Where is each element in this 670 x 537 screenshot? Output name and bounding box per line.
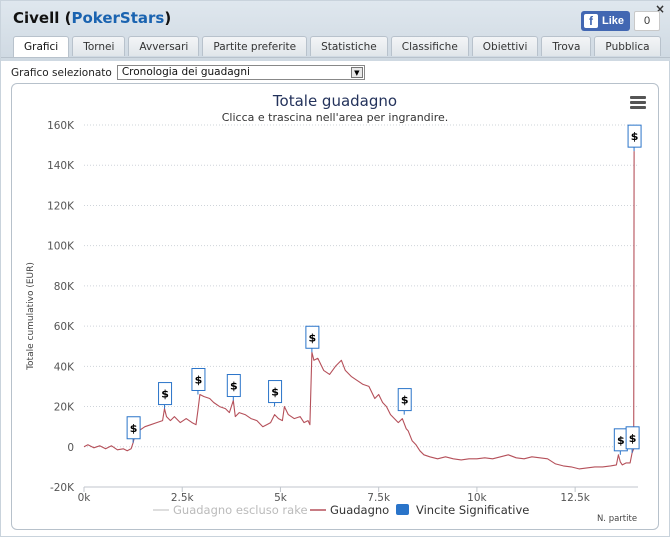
legend-item[interactable]: Vincite Significative xyxy=(396,503,529,517)
title-bar: Civell (PokerStars) × f Like 0 Grafici T… xyxy=(1,1,670,61)
tab-statistiche[interactable]: Statistiche xyxy=(310,36,388,56)
flag-label: $ xyxy=(309,331,317,344)
y-tick-label: 20K xyxy=(54,402,75,414)
flag-box xyxy=(126,416,141,440)
chart-title: Totale guadagno xyxy=(272,92,397,110)
facebook-like-button[interactable]: f Like xyxy=(581,11,631,31)
flag-label: $ xyxy=(161,388,169,401)
x-tick-label: 2.5k xyxy=(171,492,195,504)
flag-box xyxy=(268,380,283,404)
plot-area xyxy=(83,151,635,470)
chart-type-select[interactable]: Cronologia dei guadagni ▼ xyxy=(116,65,365,80)
profit-chart[interactable]: Totale guadagno Clicca e trascina nell'a… xyxy=(12,84,658,529)
y-axis: -20K 0 20K 40K 60K 80K 100K 120K 140K 160K xyxy=(47,120,75,494)
tab-tornei[interactable]: Tornei xyxy=(72,36,126,56)
significant-win-flag: $ xyxy=(191,367,206,395)
tab-trova[interactable]: Trova xyxy=(541,36,592,56)
significant-wins-flags: $ $ $ $ $ $ $ $ $ $ xyxy=(126,124,642,455)
flag-box xyxy=(397,388,412,412)
close-icon[interactable]: × xyxy=(654,2,665,16)
facebook-logo-icon: f xyxy=(584,14,598,28)
tab-divider xyxy=(1,57,670,58)
y-axis-label: Totale cumulativo (EUR) xyxy=(26,262,36,371)
window-title: Civell (PokerStars) xyxy=(13,9,172,27)
y-tick-label: 100K xyxy=(47,241,75,253)
flag-box xyxy=(226,374,241,398)
significant-win-flag: $ xyxy=(627,124,642,152)
y-tick-label: 60K xyxy=(54,321,75,333)
y-tick-label: 120K xyxy=(47,200,75,212)
flag-label: $ xyxy=(401,394,409,407)
legend-label: Vincite Significative xyxy=(416,503,529,517)
chart-type-value: Cronologia dei guadagni xyxy=(121,66,250,78)
tab-partite-preferite[interactable]: Partite preferite xyxy=(202,36,308,56)
facebook-like-widget: f Like 0 xyxy=(581,11,661,31)
flag-box xyxy=(305,325,320,349)
significant-win-flag: $ xyxy=(397,388,412,415)
tab-grafici[interactable]: Grafici xyxy=(13,36,70,58)
tab-avversari[interactable]: Avversari xyxy=(128,36,200,56)
significant-win-flag: $ xyxy=(613,428,628,455)
flag-label: $ xyxy=(631,130,639,143)
y-tick-label: 80K xyxy=(54,281,75,293)
flag-label: $ xyxy=(617,434,625,447)
flag-label: $ xyxy=(195,373,203,386)
flag-box xyxy=(191,367,206,391)
grid-lines xyxy=(84,124,638,488)
flag-label: $ xyxy=(271,386,279,399)
y-tick-label: 40K xyxy=(54,361,75,373)
x-tick-label: 7.5k xyxy=(367,492,391,504)
hamburger-menu-icon[interactable] xyxy=(630,96,646,109)
significant-win-flag: $ xyxy=(268,380,283,407)
site-name[interactable]: PokerStars xyxy=(71,9,165,27)
significant-win-flag: $ xyxy=(305,325,320,353)
facebook-like-count: 0 xyxy=(634,11,661,31)
tab-pubblica[interactable]: Pubblica xyxy=(594,36,661,56)
x-tick-label: 10k xyxy=(467,492,487,504)
series-line-guadagno xyxy=(83,151,635,470)
legend-label: Guadagno escluso rake xyxy=(173,503,308,517)
legend-label: Guadagno xyxy=(330,503,389,517)
chart-subtitle: Clicca e trascina nell'area per ingrandi… xyxy=(222,111,449,124)
x-tick-label: 0k xyxy=(78,492,92,504)
facebook-like-label: Like xyxy=(602,15,625,27)
dropdown-arrow-icon[interactable]: ▼ xyxy=(350,67,363,78)
y-tick-label: -20K xyxy=(50,482,75,494)
tab-obiettivi[interactable]: Obiettivi xyxy=(471,36,539,56)
y-tick-label: 160K xyxy=(47,120,75,132)
significant-win-flag: $ xyxy=(226,374,241,401)
tab-classifiche[interactable]: Classifiche xyxy=(390,36,469,56)
legend-item[interactable]: Guadagno escluso rake xyxy=(153,503,308,517)
significant-win-flag: $ xyxy=(625,426,640,453)
y-tick-label: 0 xyxy=(67,442,74,454)
chart-selector: Grafico selezionato Cronologia dei guada… xyxy=(11,65,365,80)
flag-box xyxy=(627,124,642,148)
chart-selector-label: Grafico selezionato xyxy=(11,66,112,79)
significant-win-flag: $ xyxy=(126,416,141,443)
flag-label: $ xyxy=(230,380,238,393)
x-axis: 0k 2.5k 5k 7.5k 10k 12.5k xyxy=(78,486,638,504)
player-name: Civell xyxy=(13,9,60,27)
x-tick-label: 5k xyxy=(274,492,288,504)
y-tick-label: 140K xyxy=(47,160,75,172)
x-axis-label: N. partite xyxy=(597,514,637,524)
legend: Guadagno escluso rake Guadagno Vincite Sig… xyxy=(153,503,529,517)
flag-label: $ xyxy=(629,432,637,445)
flag-box xyxy=(625,426,640,450)
legend-swatch xyxy=(396,504,409,515)
significant-win-flag: $ xyxy=(158,382,173,409)
chart-container: Totale guadagno Clicca e trascina nell'a… xyxy=(11,83,659,530)
legend-item[interactable]: Guadagno xyxy=(310,503,389,517)
flag-label: $ xyxy=(130,422,138,435)
flag-box xyxy=(158,382,173,406)
x-tick-label: 12.5k xyxy=(560,492,590,504)
tab-bar: Grafici Tornei Avversari Partite preferi… xyxy=(13,36,664,58)
